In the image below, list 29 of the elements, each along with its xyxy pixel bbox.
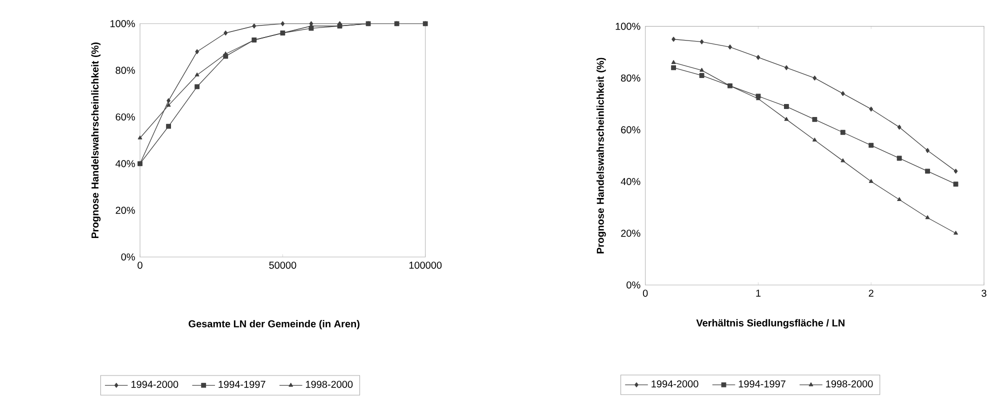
legend-label: 1998-2000 [826,380,873,388]
y-tick-label: 20% [621,230,640,237]
x-tick-label: 0 [642,290,648,297]
y-tick-label: 80% [621,74,640,82]
y-axis-title: Prognose Handelswahrscheinlichkeit (%) [91,42,101,238]
x-tick-label: 100000 [409,262,442,269]
legend-label: 1998-2000 [306,380,353,388]
x-axis-title: Gesamte LN der Gemeinde (in Aren) [188,320,360,330]
legend-label: 1994-1997 [218,380,266,388]
y-tick-label: 80% [116,66,135,74]
y-tick-label: 100% [616,22,640,30]
y-tick-label: 20% [116,206,135,214]
y-tick-label: 100% [110,20,135,28]
y-tick-label: 40% [620,178,640,186]
x-tick-label: 2 [868,290,874,297]
y-tick-label: 60% [116,113,135,121]
y-tick-label: 0% [121,253,135,261]
legend-label: 1994-2000 [652,380,698,388]
x-tick-label: 3 [982,290,986,297]
x-tick-label: 0 [138,262,142,269]
legend-label: 1994-1997 [738,380,786,388]
x-axis-title: Verhältnis Siedlungsfläche / LN [696,319,844,328]
x-tick-label: 1 [756,290,761,297]
legend-label: 1994-2000 [131,380,178,388]
y-tick-label: 40% [116,160,135,168]
y-axis-title: Prognose Handelswahrscheinlichkeit (%) [596,58,606,254]
x-tick-label: 50000 [269,262,296,269]
y-tick-label: 0% [626,281,640,289]
y-tick-label: 60% [621,126,640,134]
